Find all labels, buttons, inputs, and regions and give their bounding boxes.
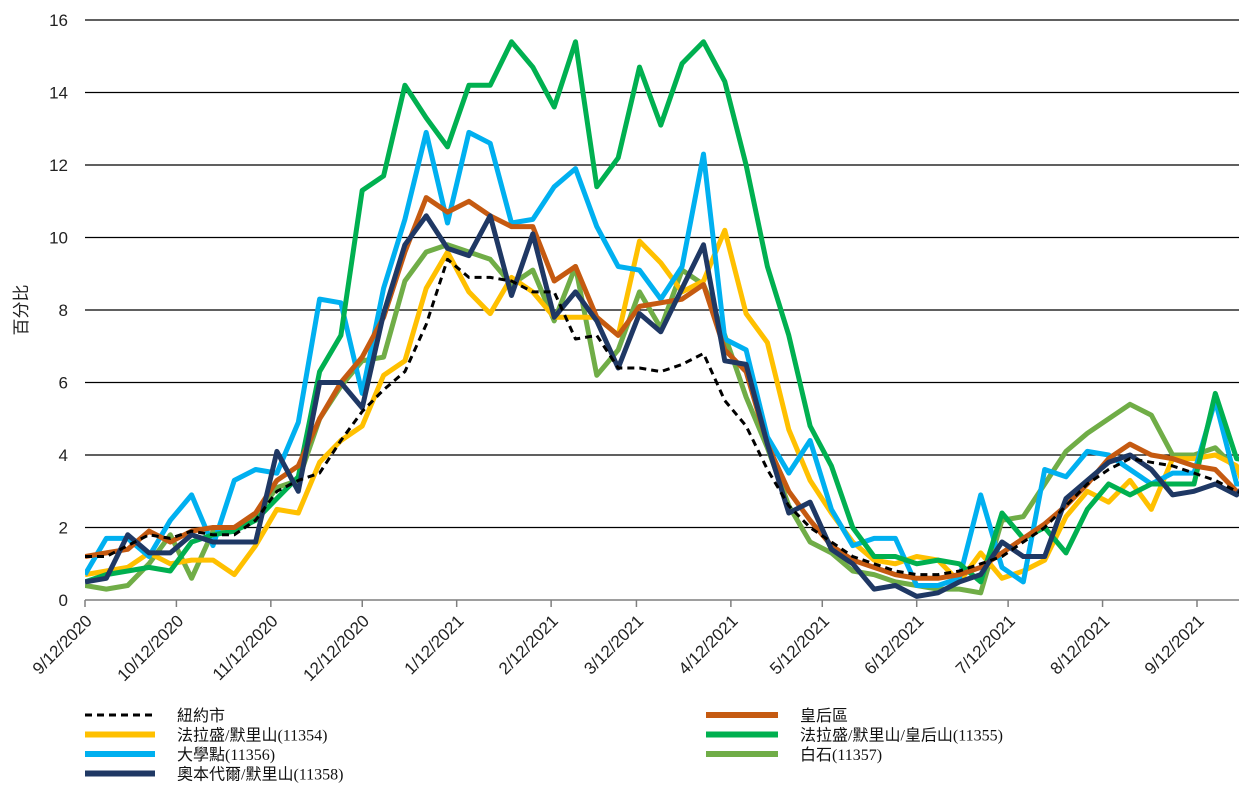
y-axis-title: 百分比 <box>12 285 31 336</box>
y-axis: 0 2 4 6 8 10 12 14 16 <box>49 11 68 610</box>
y-tick-label: 4 <box>59 446 68 465</box>
y-tick-label: 10 <box>49 229 68 248</box>
y-tick-label: 6 <box>59 374 68 393</box>
series-line-0 <box>85 257 1239 577</box>
series-line-5 <box>85 39 1239 585</box>
series-line-3 <box>85 213 1239 599</box>
series-lines <box>85 39 1239 599</box>
x-tick-label: 11/12/2020 <box>209 611 282 684</box>
legend-label: 大學點(11356) <box>177 746 275 764</box>
series-line-1 <box>85 227 1239 585</box>
x-tick-label: 6/12/2021 <box>861 611 928 678</box>
x-tick-label: 10/12/2020 <box>114 611 188 685</box>
y-tick-label: 8 <box>59 301 68 320</box>
y-tick-label: 0 <box>59 591 68 610</box>
x-tick-label: 12/12/2020 <box>299 611 373 685</box>
x-tick-label: 5/12/2021 <box>766 611 833 678</box>
legend-label: 法拉盛/默里山(11354) <box>177 727 328 745</box>
y-tick-label: 14 <box>49 84 68 103</box>
x-tick-label: 4/12/2021 <box>675 611 742 678</box>
x-tick-label: 7/12/2021 <box>952 611 1019 678</box>
legend-label: 皇后區 <box>800 707 848 725</box>
y-tick-label: 12 <box>49 156 68 175</box>
x-axis: 9/12/2020 10/12/2020 11/12/2020 12/12/2020 1… <box>29 599 1239 685</box>
legend-label: 紐約市 <box>177 707 225 725</box>
x-tick-label: 8/12/2021 <box>1046 611 1113 678</box>
y-tick-label: 2 <box>59 519 68 538</box>
x-tick-label: 2/12/2021 <box>495 611 562 678</box>
x-tick-label: 1/12/2021 <box>401 611 468 678</box>
x-tick-label: 9/12/2020 <box>29 611 96 678</box>
x-tick-label: 3/12/2021 <box>580 611 647 678</box>
y-tick-label: 16 <box>49 11 68 30</box>
legend-label: 法拉盛/默里山/皇后山(11355) <box>800 727 1003 745</box>
legend-label: 奧本代爾/默里山(11358) <box>177 766 344 784</box>
x-tick-label: 9/12/2021 <box>1141 611 1208 678</box>
series-line-2 <box>85 129 1239 588</box>
legend-label: 白石(11357) <box>800 746 882 764</box>
